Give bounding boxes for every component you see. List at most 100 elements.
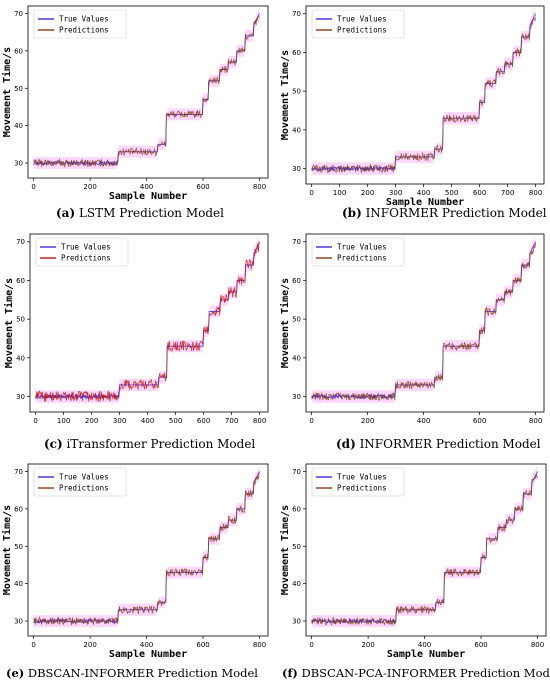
xtick-label-b: 300 [389,189,402,197]
ytick-label-a: 70 [14,10,23,18]
ytick-label-f: 50 [292,543,301,551]
xtick-label-d: 200 [361,417,374,425]
legend-box-c [35,237,129,267]
xtick-label-f: 600 [474,641,487,649]
ytick-label-f: 70 [292,468,301,476]
caption-c-label: (c) [44,437,63,451]
ytick-label-a: 40 [14,122,23,130]
ytick-label-a: 60 [14,47,23,55]
caption-b: (b) INFORMER Prediction Model [342,206,547,220]
caption-e: (e) DBSCAN-INFORMER Prediction Model [6,666,258,680]
xtick-label-a: 400 [140,183,153,191]
legend-box-a [33,9,127,39]
ytick-label-f: 40 [292,580,301,588]
xtick-label-e: 400 [140,641,153,649]
xtick-label-c: 800 [253,417,266,425]
ylabel-a: Movement Time/s [1,47,13,137]
legend-label-c: Predictions [61,254,111,263]
xtick-label-b: 800 [529,189,542,197]
ytick-label-c: 40 [16,354,25,362]
xtick-label-c: 400 [141,417,154,425]
xtick-label-f: 400 [418,641,431,649]
xtick-label-a: 0 [31,183,35,191]
series-a-predictions [33,14,260,168]
ytick-label-a: 50 [14,85,23,93]
chart-panel-e: 0 200 400 600 800 30 40 50 60 70 Movement Time/s Sa… [0,458,272,664]
series-b-predictions [311,17,536,174]
ytick-label-b: 50 [292,88,301,96]
xtick-label-b: 200 [361,189,374,197]
chart-a-svg: 0 200 400 600 800 30 40 50 60 70 Movement Time/s Sa… [1,5,269,202]
xtick-label-b: 400 [417,189,430,197]
xtick-label-e: 600 [196,641,209,649]
ytick-label-e: 40 [14,580,23,588]
xtick-label-b: 100 [333,189,346,197]
xtick-label-c: 100 [57,417,70,425]
caption-d-label: (d) [336,437,356,451]
chart-panel-b: 0 100 200 300 400 500 600 700 800 30 40 50 60 70 Movem… [276,0,550,208]
xtick-label-b: 0 [309,189,313,197]
caption-b-label: (b) [342,206,362,220]
ytick-label-c: 70 [16,238,25,246]
ytick-label-e: 70 [14,468,23,476]
chart-e-svg: 0 200 400 600 800 30 40 50 60 70 Movement Time/s Sa… [1,463,269,660]
ytick-label-d: 50 [292,316,301,324]
ytick-label-b: 70 [292,10,301,18]
legend-label-f: Predictions [337,484,387,493]
xtick-label-c: 0 [33,417,37,425]
legend-label-e: True Values [59,473,109,482]
legend-box-f [311,467,405,497]
xtick-label-f: 0 [309,641,313,649]
ylabel-f: Movement Time/s [279,505,291,595]
caption-d: (d) INFORMER Prediction Model [336,437,541,451]
legend-label-d: True Values [337,243,387,252]
series-d-predictions [311,243,536,402]
ytick-label-e: 50 [14,543,23,551]
legend-label-d: Predictions [337,254,387,263]
xtick-label-c: 500 [169,417,182,425]
xtick-label-d: 400 [417,417,430,425]
caption-e-text: DBSCAN-INFORMER Prediction Model [24,666,258,680]
ytick-label-a: 30 [14,160,23,168]
xlabel-e: Sample Number [109,649,187,660]
xtick-label-c: 600 [197,417,210,425]
xtick-label-a: 200 [83,183,96,191]
ytick-label-c: 60 [16,277,25,285]
chart-panel-f: 0 200 400 600 800 30 40 50 60 70 Movement Time/s Sa… [276,458,550,664]
legend-label-a: Predictions [59,26,109,35]
caption-d-text: INFORMER Prediction Model [355,437,541,451]
xtick-label-c: 700 [225,417,238,425]
xtick-label-d: 600 [473,417,486,425]
xlabel-f: Sample Number [387,649,465,660]
caption-c-text: iTransformer Prediction Model [62,437,256,451]
chart-b-svg: 0 100 200 300 400 500 600 700 800 30 40 50 60 70 Movem… [279,5,545,208]
legend-box-b [311,9,405,39]
xtick-label-d: 800 [529,417,542,425]
xtick-label-f: 800 [531,641,544,649]
xtick-label-b: 700 [501,189,514,197]
chart-panel-a: 0 200 400 600 800 30 40 50 60 70 Movement Time/s Sa… [0,0,272,202]
chart-panel-c: 0 100 200 300 400 500 600 700 800 30 40 50 60 70 Movem… [0,228,272,436]
caption-c: (c) iTransformer Prediction Model [44,437,255,451]
caption-f-label: (f) [282,666,298,680]
xtick-label-e: 200 [83,641,96,649]
ytick-label-c: 30 [16,393,25,401]
ytick-label-e: 60 [14,505,23,513]
caption-e-label: (e) [6,666,25,680]
xtick-label-e: 800 [253,641,266,649]
chart-d-svg: 0 200 400 600 800 30 40 50 60 70 Movement Time/s Tr… [279,233,545,425]
legend-label-b: Predictions [337,26,387,35]
ylabel-b: Movement Time/s [279,50,291,140]
legend-box-e [33,467,127,497]
xlabel-b: Sample Number [386,197,464,208]
legend-label-c: True Values [61,243,111,252]
ytick-label-b: 40 [292,126,301,134]
series-e-predictions [33,471,260,626]
caption-b-text: INFORMER Prediction Model [361,206,547,220]
caption-a-label: (a) [56,206,76,220]
ylabel-e: Movement Time/s [1,505,13,595]
ytick-label-d: 40 [292,354,301,362]
legend-box-d [311,237,405,267]
series-f-predictions [311,473,538,626]
chart-panel-d: 0 200 400 600 800 30 40 50 60 70 Movement Time/s Tr… [276,228,550,436]
